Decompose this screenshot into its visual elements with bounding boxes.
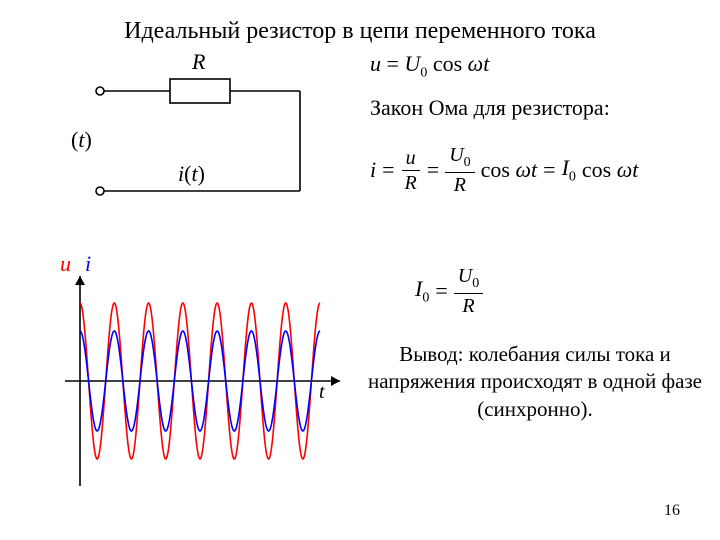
- page-number: 16: [664, 502, 680, 520]
- page-title: Идеальный резистор в цепи переменного то…: [0, 0, 720, 51]
- ut-label: u(t): [70, 127, 92, 152]
- circuit-diagram: R u(t) i(t): [70, 51, 330, 221]
- t-axis-label: t: [319, 381, 325, 404]
- wave-chart: [60, 261, 350, 501]
- equation-i: i = uR = U0 R cos ωt = I0 cos ωt: [370, 145, 700, 195]
- equation-i0: I0 = U0 R: [415, 266, 483, 316]
- conclusion-text: Вывод: колебания силы тока и напряжения …: [365, 341, 705, 423]
- r-label: R: [191, 51, 206, 74]
- equation-u: u = U0 cos ωt: [370, 51, 700, 81]
- ohms-law-label: Закон Ома для резистора:: [370, 95, 700, 121]
- it-label: i(t): [178, 161, 205, 186]
